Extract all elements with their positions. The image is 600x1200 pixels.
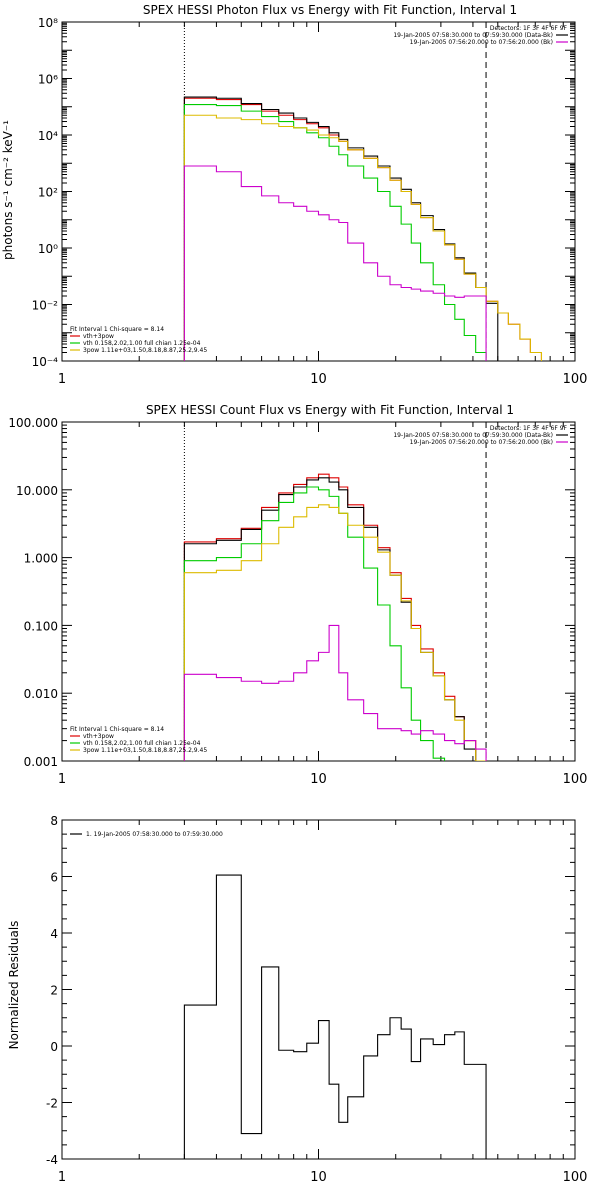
photon-flux-x-tick-label: 10 <box>310 372 327 387</box>
count-flux-y-tick-label: 0.010 <box>24 687 58 701</box>
photon-flux-title: SPEX HESSI Photon Flux vs Energy with Fi… <box>143 3 517 17</box>
count-flux-y-tick-label: 0.001 <box>24 755 58 769</box>
residuals-y-tick-label: -2 <box>46 1097 58 1111</box>
photon-flux-y-tick-label: 10⁻⁴ <box>32 355 59 369</box>
photon-flux-x-tick-label: 100 <box>563 372 588 387</box>
residuals-x-tick-label: 100 <box>563 1170 588 1185</box>
count-flux-fit-legend-header: Fit Interval 1 Chi-square = 8.14 <box>70 726 164 733</box>
count-flux-series-bk <box>183 624 487 761</box>
count-flux-fit-legend-entry: vth+3pow <box>83 733 114 740</box>
photon-flux-y-axis-label: photons s⁻¹ cm⁻² keV⁻¹ <box>1 120 15 260</box>
photon-flux-series-3pow <box>183 114 543 361</box>
photon-flux-fit-legend-entry: vth+3pow <box>83 333 114 340</box>
photon-flux-x-tick-label: 1 <box>58 372 66 387</box>
count-flux-legend-entry: 19-Jan-2005 07:58:30.000 to 07:59:30.000… <box>393 432 553 439</box>
residuals-panel: Normalized Residuals 1 10 100 -4 -2 0 2 4 6 8 1. 1… <box>7 814 587 1185</box>
photon-flux-fit-legend-entry: 3pow 1.11e+03,1.50,8.18,8.87,25.2,9.45 <box>83 347 207 354</box>
photon-flux-y-tick-label: 10⁻² <box>32 299 59 313</box>
count-flux-x-tick-label: 1 <box>58 772 66 787</box>
photon-flux-series-vth <box>183 103 487 361</box>
residuals-y-tick-label: 6 <box>50 871 58 885</box>
count-flux-x-tick-label: 10 <box>310 772 327 787</box>
count-flux-panel: SPEX HESSI Count Flux vs Energy with Fit… <box>8 403 587 787</box>
photon-flux-legend-entry: 19-Jan-2005 07:56:20.000 to 07:56:20.000… <box>410 39 553 46</box>
residuals-y-tick-label: 2 <box>50 984 58 998</box>
photon-flux-y-tick-label: 10⁰ <box>38 242 58 256</box>
count-flux-fit-legend-entry: vth 0.158,2.02,1.00 full chian 1.25e-04 <box>83 740 201 747</box>
count-flux-y-tick-label: 0.100 <box>24 619 58 633</box>
count-flux-y-tick-label: 10.000 <box>16 484 58 498</box>
residuals-x-tick-label: 10 <box>310 1170 327 1185</box>
residuals-y-tick-label: 8 <box>50 814 58 828</box>
photon-flux-series-data-bk <box>183 96 499 361</box>
residuals-y-tick-label: -4 <box>46 1153 58 1167</box>
count-flux-legend-header: Detectors: 1F 3F 4F 6F 9F <box>490 425 568 432</box>
photon-flux-y-tick-label: 10⁸ <box>38 16 58 30</box>
count-flux-y-tick-label: 1.000 <box>24 552 58 566</box>
photon-flux-legend-entry: 19-Jan-2005 07:58:30.000 to 07:59:30.000… <box>393 32 553 39</box>
count-flux-title: SPEX HESSI Count Flux vs Energy with Fit… <box>146 403 514 417</box>
photon-flux-y-tick-label: 10⁶ <box>38 73 58 87</box>
photon-flux-series-bk <box>183 165 487 361</box>
photon-flux-y-tick-label: 10² <box>38 186 58 200</box>
count-flux-y-tick-label: 100.000 <box>8 416 58 430</box>
count-flux-fit-legend-entry: 3pow 1.11e+03,1.50,8.18,8.87,25.2,9.45 <box>83 747 207 754</box>
residuals-y-tick-label: 0 <box>50 1040 58 1054</box>
count-flux-series-3pow <box>183 504 487 761</box>
count-flux-series-vth <box>183 486 446 761</box>
photon-flux-panel: SPEX HESSI Photon Flux vs Energy with Fi… <box>1 3 587 387</box>
residuals-y-axis-label: Normalized Residuals <box>7 921 21 1050</box>
photon-flux-legend-header: Detectors: 1F 3F 4F 6F 9F <box>490 25 568 32</box>
residuals-series-1-19-jan-2005-07-58-30-000-to-07-59-30-000 <box>183 874 487 1159</box>
residuals-legend-entry: 1. 19-Jan-2005 07:58:30.000 to 07:59:30.… <box>86 831 223 838</box>
residuals-y-tick-label: 4 <box>50 927 58 941</box>
count-flux-legend-entry: 19-Jan-2005 07:56:20.000 to 07:56:20.000… <box>410 439 553 446</box>
photon-flux-y-tick-label: 10⁴ <box>38 129 58 143</box>
count-flux-x-tick-label: 100 <box>563 772 588 787</box>
residuals-x-tick-label: 1 <box>58 1170 66 1185</box>
photon-flux-fit-legend-header: Fit Interval 1 Chi-square = 8.14 <box>70 326 164 333</box>
photon-flux-fit-legend-entry: vth 0.158,2.02,1.00 full chian 1.25e-04 <box>83 340 201 347</box>
